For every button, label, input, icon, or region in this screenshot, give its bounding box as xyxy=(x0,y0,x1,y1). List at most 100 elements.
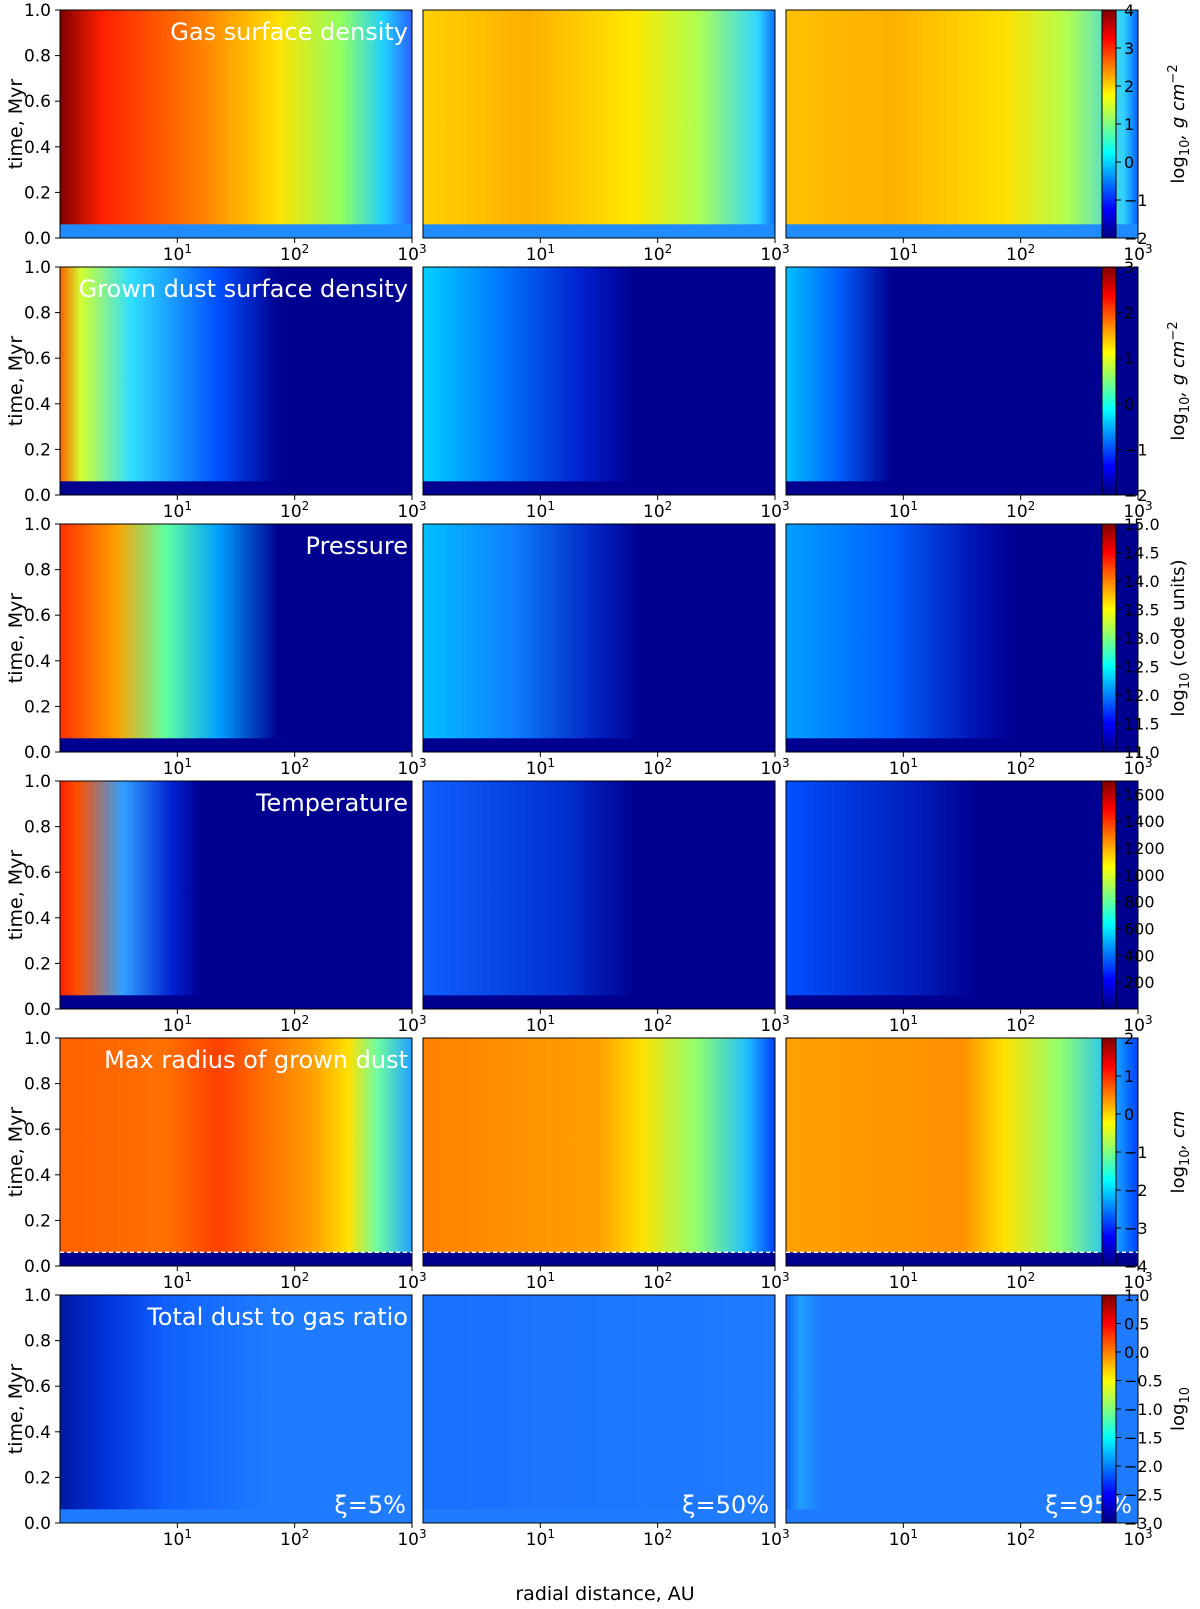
x-tick-label: 102 xyxy=(643,499,672,522)
early-time-band xyxy=(786,1252,1138,1266)
y-axis-label: time, Myr xyxy=(5,336,27,427)
xi-label: ξ=50% xyxy=(682,1491,769,1519)
y-axis-label: time, Myr xyxy=(5,1107,27,1198)
x-tick-label: 103 xyxy=(397,1270,426,1293)
heatmap-panel: 101 102 103 xyxy=(785,9,1153,265)
panel-title: Total dust to gas ratio xyxy=(146,1303,408,1331)
y-tick-label: 0.8 xyxy=(24,1332,51,1352)
x-tick-label: 103 xyxy=(1123,1270,1152,1293)
heatmap-field xyxy=(60,10,412,238)
colorbar: 200 400 600 800 1000 1200 1400 1600 xyxy=(1101,780,1165,1010)
panel-frame xyxy=(59,780,413,1010)
colorbar-tick-label: −1 xyxy=(1124,1143,1148,1162)
heatmap-field xyxy=(60,781,412,1009)
early-time-band xyxy=(786,481,1138,495)
early-time-band xyxy=(786,738,1138,752)
colorbar-tick-label: 14.5 xyxy=(1124,544,1160,563)
panel-row: 101 102 103 ξ=5% 101 102 103 ξ=50% 101 102 103 ξ=95… xyxy=(5,1286,1193,1550)
y-tick-label: 0.4 xyxy=(24,395,51,415)
heatmap-field xyxy=(60,267,412,495)
x-tick-label: 103 xyxy=(397,499,426,522)
y-tick-label: 1.0 xyxy=(24,1029,51,1049)
x-tick-label: 102 xyxy=(280,242,309,265)
heatmap-field xyxy=(423,1295,775,1523)
heatmap-grid: 101 102 103 101 102 103 101 102 1030.00.20.40.60… xyxy=(5,1,1193,1550)
y-tick-label: 0.8 xyxy=(24,561,51,581)
y-tick-label: 0.2 xyxy=(24,440,51,460)
y-tick-label: 0.6 xyxy=(24,349,51,369)
panel-frame xyxy=(59,1294,413,1524)
y-tick-label: 0.0 xyxy=(24,229,51,249)
y-tick-label: 1.0 xyxy=(24,258,51,278)
x-tick-label: 101 xyxy=(526,242,555,265)
panel-frame xyxy=(785,266,1139,496)
x-tick-label: 103 xyxy=(1123,242,1152,265)
colorbar-tick-label: −4 xyxy=(1124,1257,1148,1276)
colorbar-tick-label: 1000 xyxy=(1124,866,1165,885)
x-tick-label: 103 xyxy=(760,1013,789,1036)
colorbar-gradient xyxy=(1101,523,1117,753)
heatmap-panel: 101 102 103 xyxy=(785,523,1153,779)
y-tick-label: 0.0 xyxy=(24,743,51,763)
colorbar: −2 −1 0 1 2 3 log10, g cm−2 xyxy=(1101,258,1193,505)
x-tick-label: 102 xyxy=(280,756,309,779)
heatmap-panel: 101 102 103 ξ=5% xyxy=(59,1294,427,1550)
x-tick-label: 101 xyxy=(526,756,555,779)
x-tick-label: 102 xyxy=(643,1270,672,1293)
colorbar-tick-label: 1.0 xyxy=(1124,1286,1149,1305)
heatmap-panel: 101 102 103 xyxy=(59,780,427,1036)
heatmap-field xyxy=(786,267,1138,495)
y-tick-label: 0.0 xyxy=(24,1000,51,1020)
x-axis-label: radial distance, AU xyxy=(515,1583,694,1605)
heatmap-panel: 101 102 103 xyxy=(422,266,790,522)
colorbar: 11.0 11.5 12.0 12.5 13.0 13.5 14.0 14.5 15.0 log1… xyxy=(1101,515,1193,762)
y-tick-label: 1.0 xyxy=(24,772,51,792)
colorbar-tick-label: 12.5 xyxy=(1124,658,1160,677)
x-tick-label: 102 xyxy=(280,1527,309,1550)
x-tick-label: 102 xyxy=(643,242,672,265)
y-tick-label: 0.2 xyxy=(24,183,51,203)
xi-label: ξ=95% xyxy=(1045,1491,1132,1519)
x-tick-label: 101 xyxy=(163,1527,192,1550)
heatmap-field xyxy=(423,10,775,238)
colorbar-gradient xyxy=(1101,1037,1117,1267)
colorbar-tick-label: 600 xyxy=(1124,920,1155,939)
y-tick-label: 0.6 xyxy=(24,863,51,883)
panel-frame xyxy=(785,780,1139,1010)
colorbar-tick-label: −2.5 xyxy=(1124,1486,1163,1505)
heatmap-field xyxy=(60,1038,412,1266)
colorbar-tick-label: 2 xyxy=(1124,77,1134,96)
panel-title: Temperature xyxy=(255,789,408,817)
early-time-band xyxy=(60,738,412,752)
heatmap-field xyxy=(786,10,1138,238)
heatmap-field xyxy=(60,1295,412,1523)
y-tick-label: 0.2 xyxy=(24,697,51,717)
x-tick-label: 101 xyxy=(163,756,192,779)
early-time-band xyxy=(60,1252,412,1266)
panel-frame xyxy=(59,1037,413,1267)
x-tick-label: 101 xyxy=(526,499,555,522)
x-tick-label: 102 xyxy=(280,499,309,522)
panel-frame xyxy=(785,1294,1139,1524)
colorbar-tick-label: 1400 xyxy=(1124,812,1165,831)
colorbar-tick-label: −1 xyxy=(1124,440,1148,459)
early-time-band xyxy=(60,1509,412,1523)
colorbar-tick-label: 400 xyxy=(1124,946,1155,965)
heatmap-field xyxy=(786,524,1138,752)
early-time-band xyxy=(423,1252,775,1266)
y-axis-label: time, Myr xyxy=(5,1364,27,1455)
colorbar-tick-label: −2 xyxy=(1124,229,1148,248)
y-tick-label: 0.4 xyxy=(24,652,51,672)
x-tick-label: 101 xyxy=(889,1527,918,1550)
panel-row: 101 102 103 101 102 103 101 102 1030.00.20.40.60… xyxy=(5,1029,1193,1293)
colorbar-label: log10, cm xyxy=(1168,1111,1193,1194)
x-tick-label: 102 xyxy=(643,1527,672,1550)
colorbar-tick-label: −2 xyxy=(1124,1181,1148,1200)
colorbar-tick-label: 2 xyxy=(1124,304,1134,323)
y-tick-label: 0.2 xyxy=(24,954,51,974)
colorbar-tick-label: 3 xyxy=(1124,258,1134,277)
early-time-band xyxy=(423,995,775,1009)
x-tick-label: 103 xyxy=(1123,499,1152,522)
colorbar-tick-label: 1200 xyxy=(1124,839,1165,858)
colorbar-tick-label: −2.0 xyxy=(1124,1457,1163,1476)
